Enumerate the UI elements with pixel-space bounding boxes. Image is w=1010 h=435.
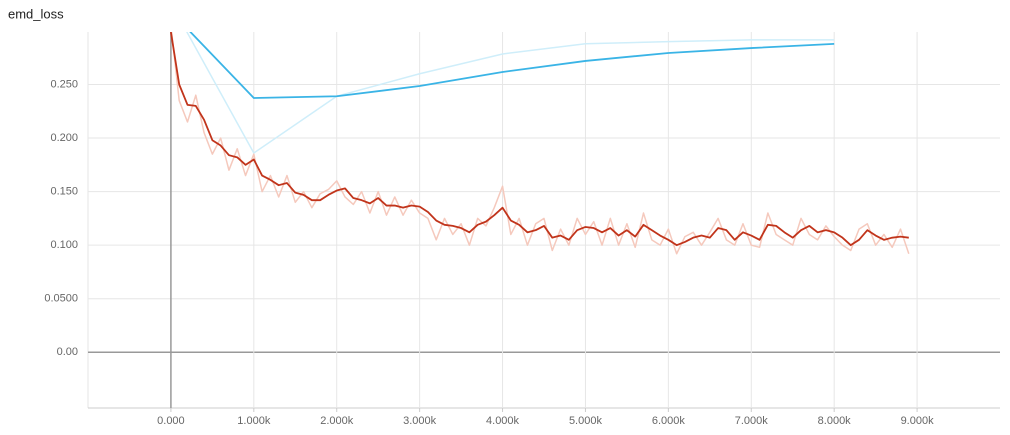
- plot-area: [170, 32, 910, 255]
- x-tick-label: 5.000k: [569, 415, 603, 427]
- axis-labels: 0.00 0.0500 0.100 0.150 0.200 0.250 0.000 1.000…: [44, 78, 934, 427]
- x-tick-label: 3.000k: [403, 415, 437, 427]
- grid: [87, 32, 1000, 412]
- x-tick-label: 7.000k: [735, 415, 769, 427]
- x-tick-label: 1.000k: [237, 415, 271, 427]
- x-tick-label: 4.000k: [486, 415, 520, 427]
- x-tick-label: 0.000: [157, 415, 185, 427]
- series-line: [186, 32, 835, 154]
- y-tick-label: 0.200: [50, 132, 78, 144]
- series-line: [170, 32, 909, 247]
- y-tick-label: 0.250: [50, 78, 78, 90]
- series-line: [189, 32, 835, 99]
- x-tick-label: 8.000k: [818, 415, 852, 427]
- x-tick-label: 9.000k: [901, 415, 935, 427]
- y-tick-label: 0.100: [50, 239, 78, 251]
- chart-title: emd_loss: [8, 6, 64, 21]
- x-tick-label: 2.000k: [320, 415, 354, 427]
- y-tick-label: 0.00: [57, 346, 78, 358]
- series-line: [170, 32, 910, 255]
- y-tick-label: 0.0500: [44, 293, 78, 305]
- x-tick-label: 6.000k: [652, 415, 686, 427]
- y-tick-label: 0.150: [50, 186, 78, 198]
